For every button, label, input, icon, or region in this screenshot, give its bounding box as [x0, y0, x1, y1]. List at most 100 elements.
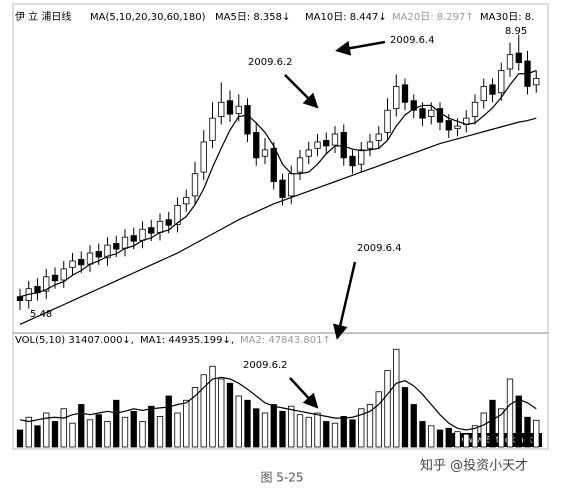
volume-bar	[270, 404, 277, 448]
candle-body	[43, 276, 50, 292]
volume-bar	[156, 415, 164, 448]
volume-bar	[524, 416, 531, 448]
candle-body	[95, 251, 102, 258]
candle-body	[428, 109, 435, 117]
candle-body	[148, 227, 155, 234]
candle-body	[279, 179, 286, 198]
volume-bar	[506, 378, 514, 448]
candle-body	[104, 244, 111, 259]
volume-bar	[279, 410, 286, 448]
volume-bar	[515, 395, 522, 448]
candle-body	[253, 132, 260, 159]
ma-line	[19, 69, 537, 298]
candle-body	[183, 197, 190, 205]
candle-body	[288, 173, 295, 197]
candle-body	[218, 101, 225, 117]
volume-bar	[340, 415, 347, 448]
volume-bar	[305, 416, 312, 448]
volume-bar	[253, 408, 260, 448]
volume-bar	[349, 419, 356, 448]
candle-body	[244, 105, 251, 135]
candle-body	[235, 105, 242, 114]
volume-bar	[498, 408, 505, 448]
volume-bar	[331, 422, 339, 448]
annotation: 2009.6.4	[357, 243, 402, 254]
candle-body	[436, 108, 444, 123]
volume-bar	[454, 431, 461, 448]
volume-bar	[113, 399, 120, 448]
volume-bar	[480, 412, 487, 448]
volume-bar	[358, 408, 365, 448]
volume-bar	[296, 414, 304, 448]
candle-body	[401, 84, 409, 103]
candle-body	[69, 260, 76, 268]
candle-body	[489, 84, 496, 95]
candle-body	[358, 149, 365, 165]
arrow	[289, 377, 319, 409]
volume-bar	[384, 370, 391, 448]
candle-body	[113, 243, 120, 250]
header-item: MA5日: 8.358↓	[215, 12, 290, 23]
volume-bar	[51, 421, 59, 448]
volume-bar	[209, 365, 216, 448]
frame	[12, 3, 549, 450]
volume-bar	[95, 414, 102, 448]
volume-bar	[471, 425, 479, 448]
candle-body	[139, 228, 146, 241]
volume-ma-line	[19, 376, 537, 431]
volume-bar	[174, 412, 181, 448]
volume-bar	[533, 419, 540, 448]
candle-body	[471, 101, 479, 117]
candle-body	[331, 133, 339, 146]
candle-body	[410, 100, 417, 111]
volume-bar	[139, 421, 146, 448]
candle-body	[86, 252, 94, 265]
volume-bar	[314, 412, 321, 448]
volume-bar	[183, 399, 190, 448]
volume-bar	[489, 399, 496, 448]
candle-body	[191, 173, 199, 197]
candle-body	[200, 141, 207, 173]
volume-bar	[235, 395, 242, 448]
volume-header: VOL(5,10) 31407.000↓,	[15, 335, 134, 346]
candle-body	[296, 157, 304, 173]
volume-bar	[244, 399, 251, 448]
candle-body	[130, 235, 137, 242]
volume-bar	[86, 419, 94, 448]
candle-body	[165, 219, 172, 226]
volume-bar	[401, 387, 409, 448]
volume-bar	[104, 421, 111, 448]
caption: 图 5-25	[260, 471, 303, 485]
volume-bar	[165, 395, 172, 448]
candle-body	[419, 108, 426, 119]
volume-bar	[16, 429, 24, 448]
candle-body	[384, 109, 391, 133]
header-item: MA10日: 8.447↓	[305, 12, 387, 23]
header-item: MA(5,10,20,30,60,180)	[90, 12, 206, 23]
annotation: 2009.6.2	[248, 57, 293, 68]
candle-body	[261, 149, 269, 157]
candle-body	[498, 70, 505, 94]
candle-body	[60, 268, 67, 281]
volume-bar	[78, 404, 85, 448]
candle-body	[270, 147, 277, 183]
candle-body	[121, 236, 129, 249]
volume-bar	[393, 348, 400, 448]
volume-header: MA1: 44935.199↓,	[140, 335, 234, 346]
candle-body	[209, 117, 216, 141]
volume-bar	[375, 391, 382, 448]
ma-line	[19, 117, 537, 325]
header-item: MA20日: 8.297↑	[392, 12, 474, 23]
volume-bar	[410, 404, 417, 448]
volume-bar	[323, 421, 330, 448]
candle-body	[323, 139, 330, 147]
plot	[16, 34, 540, 448]
volume-bar	[419, 421, 426, 448]
volume-bar	[366, 404, 374, 448]
volume-bar	[445, 427, 452, 448]
header-item: 伊 立 浦日线	[15, 10, 71, 23]
arrow	[284, 74, 319, 109]
volume-bar	[34, 425, 41, 448]
candle-body	[393, 86, 400, 110]
